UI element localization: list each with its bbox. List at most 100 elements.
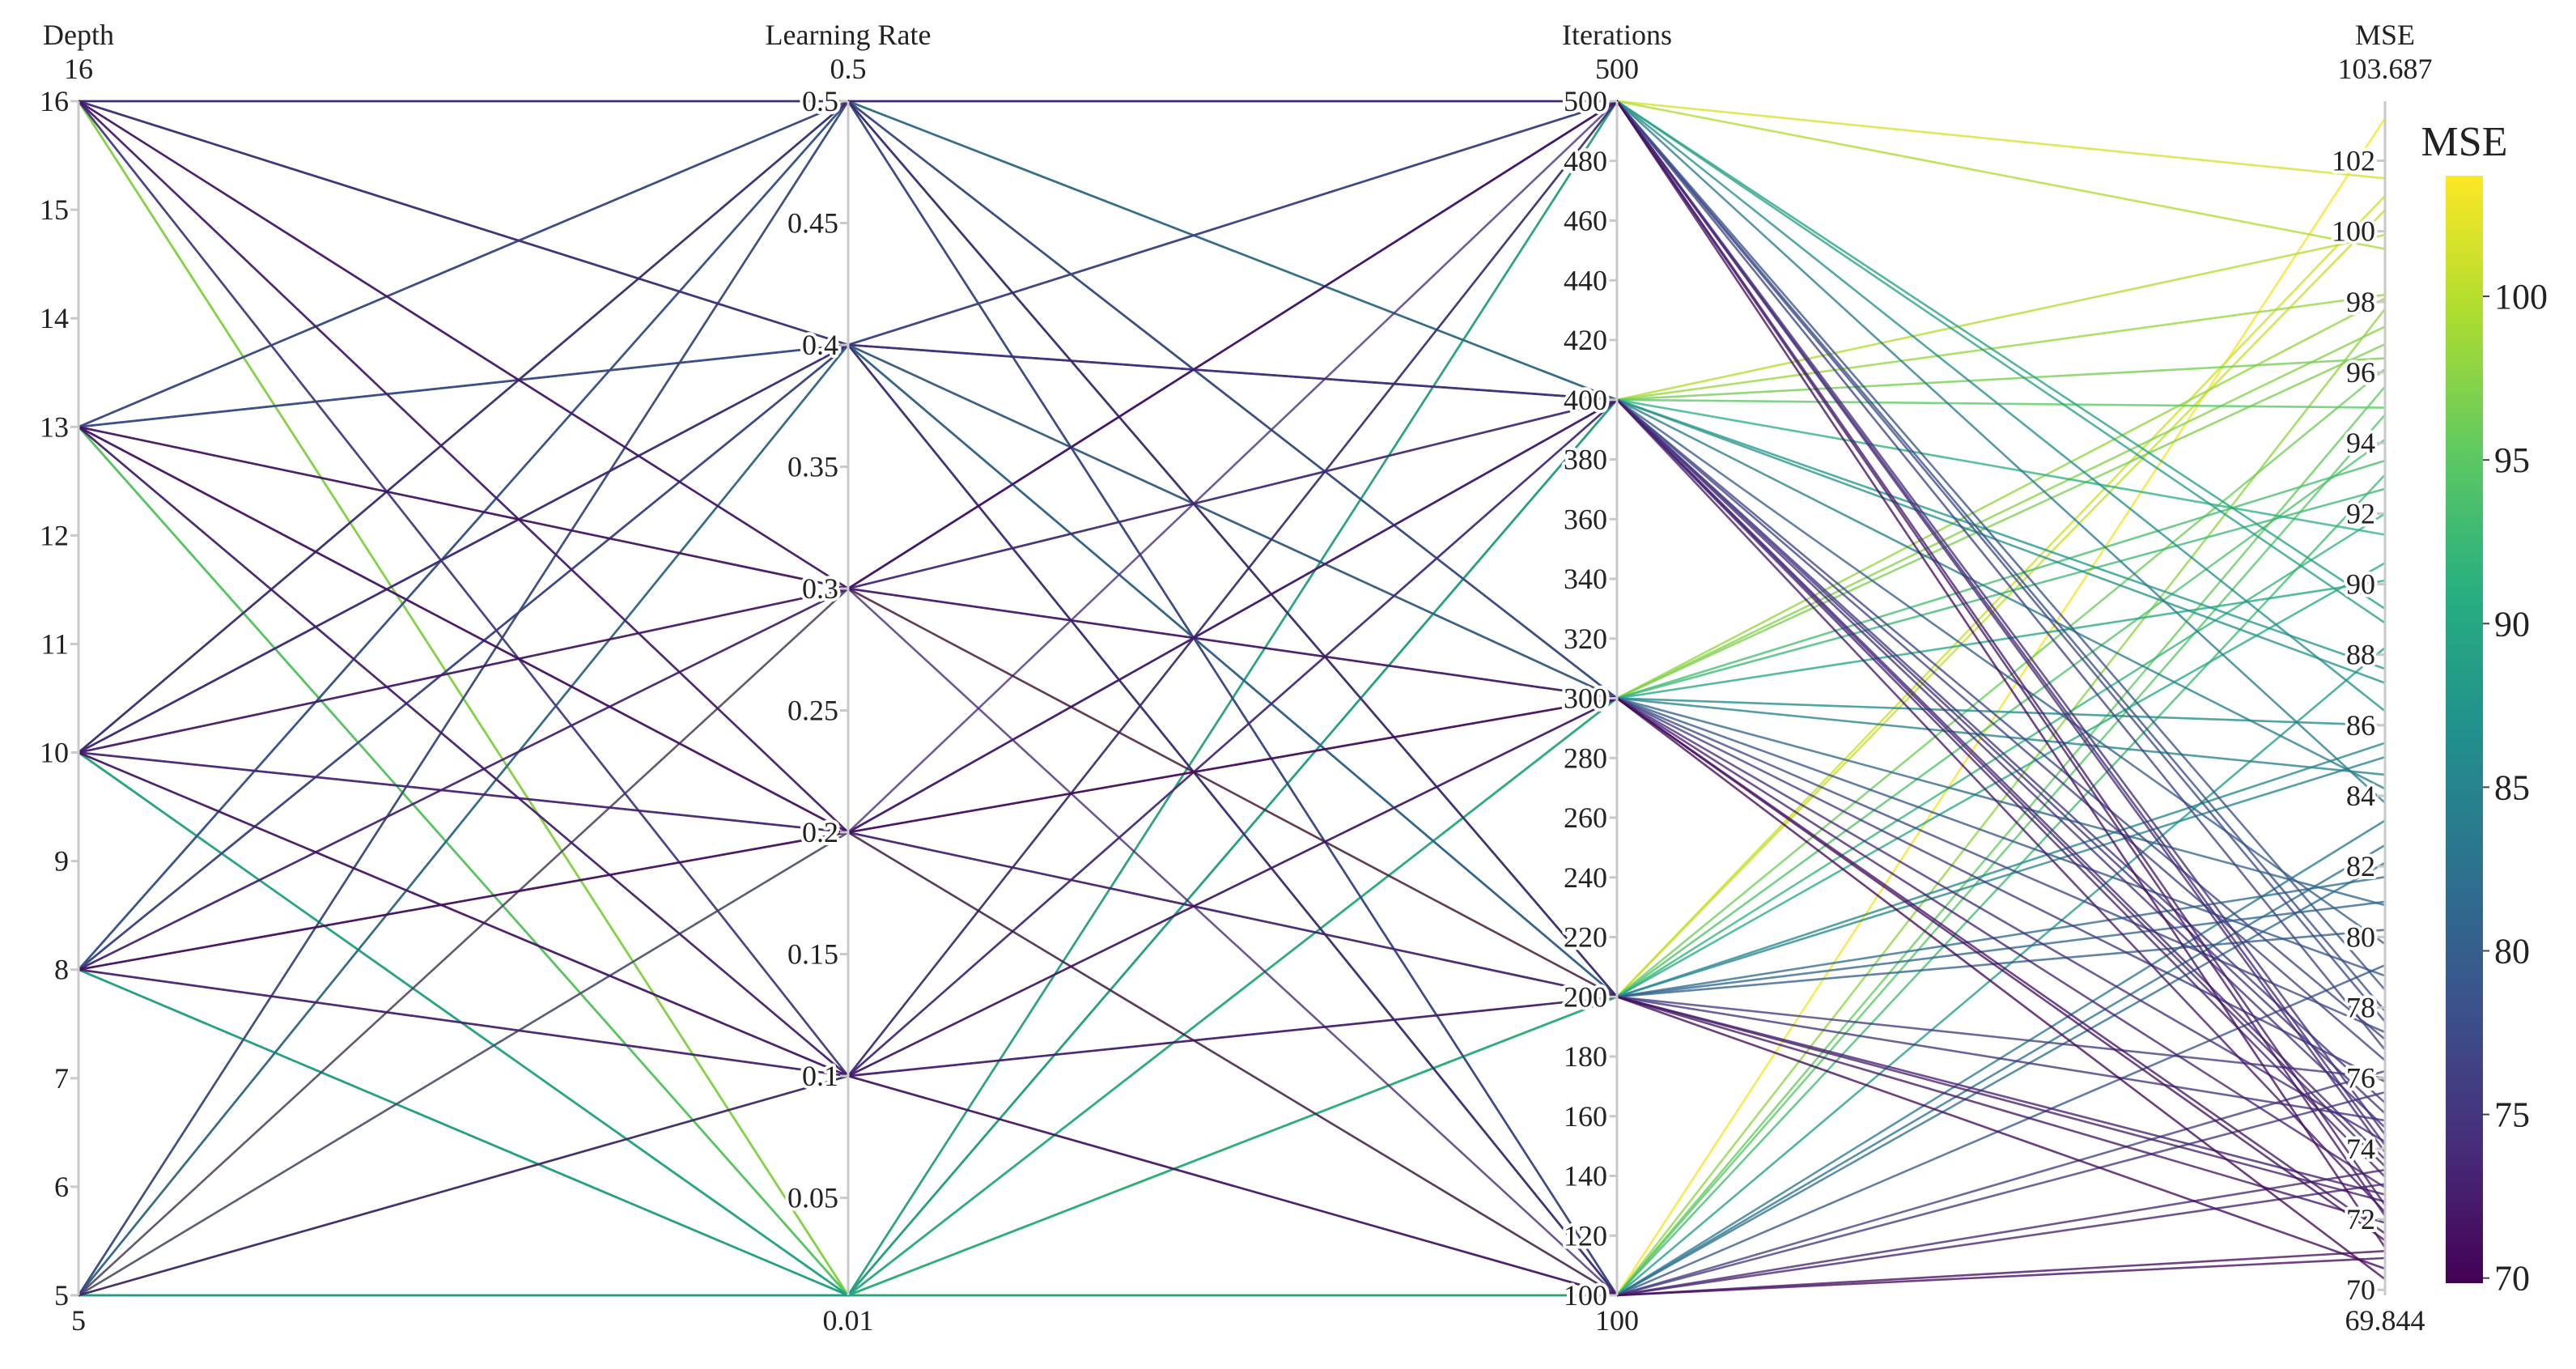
data-line xyxy=(78,100,2387,1248)
tick-label: 180 xyxy=(1564,1040,1607,1073)
tick-label: 0.35 xyxy=(787,451,838,483)
tick-label: 0.4 xyxy=(802,329,838,361)
tick-label: 0.5 xyxy=(802,85,838,117)
tick-label: 82 xyxy=(2346,850,2375,882)
colorbar-gradient xyxy=(2446,176,2483,1283)
tick-label: 94 xyxy=(2346,427,2375,459)
colorbar-tick-label: 80 xyxy=(2494,931,2530,971)
tick-label: 15 xyxy=(40,193,69,226)
data-line xyxy=(78,100,2386,1022)
data-line xyxy=(78,99,2387,1206)
tick-label: 0.45 xyxy=(787,207,838,240)
colorbar-title: MSE xyxy=(2421,119,2508,165)
range-max-mse: 103.687 xyxy=(2338,53,2433,85)
tick-label: 300 xyxy=(1564,682,1607,715)
tick-label: 340 xyxy=(1564,563,1607,595)
tick-label: 380 xyxy=(1564,444,1607,476)
data-line xyxy=(78,398,2386,1178)
tick-label: 98 xyxy=(2346,286,2375,318)
tick-label: 78 xyxy=(2346,992,2375,1024)
colorbar-tick-label: 95 xyxy=(2494,440,2530,480)
data-line xyxy=(78,385,2386,1297)
colorbar-tick-label: 100 xyxy=(2494,277,2548,317)
tick-label: 13 xyxy=(40,410,69,443)
tick-label: 84 xyxy=(2346,780,2375,812)
range-min-mse: 69.844 xyxy=(2345,1304,2425,1337)
data-line xyxy=(78,100,2386,727)
data-line xyxy=(78,1074,2386,1297)
tick-label: 9 xyxy=(54,845,69,878)
colorbar-tick-label: 90 xyxy=(2494,604,2530,644)
tick-label: 260 xyxy=(1564,801,1607,834)
tick-label: 480 xyxy=(1564,145,1607,177)
data-line xyxy=(79,398,2386,1297)
colorbar-tick-label: 70 xyxy=(2494,1259,2530,1299)
tick-label: 0.3 xyxy=(802,572,838,605)
data-line xyxy=(78,368,2386,1297)
tick-label: 70 xyxy=(2346,1273,2375,1306)
tick-label: 12 xyxy=(40,519,69,551)
data-line xyxy=(78,100,2386,1297)
axis-title-mse: MSE xyxy=(2355,19,2415,51)
tick-label: 86 xyxy=(2346,709,2375,742)
tick-label: 320 xyxy=(1564,623,1607,655)
data-line xyxy=(78,647,2386,1297)
tick-label: 96 xyxy=(2346,356,2375,389)
tick-label: 0.1 xyxy=(802,1060,838,1092)
range-min-depth: 5 xyxy=(71,1304,86,1337)
data-line xyxy=(79,100,2387,1217)
tick-label: 240 xyxy=(1564,861,1607,894)
tick-label: 360 xyxy=(1564,503,1607,535)
tick-label: 420 xyxy=(1564,324,1607,356)
tick-label: 120 xyxy=(1564,1219,1607,1252)
tick-label: 8 xyxy=(54,954,69,986)
tick-label: 160 xyxy=(1564,1100,1607,1133)
range-max-learning-rate: 0.5 xyxy=(830,53,867,85)
tick-label: 6 xyxy=(54,1171,69,1203)
tick-label: 0.15 xyxy=(787,938,838,971)
axis-title-depth: Depth xyxy=(43,19,114,51)
data-line xyxy=(78,696,2386,1242)
data-line xyxy=(78,426,2386,1224)
tick-label: 10 xyxy=(40,737,69,769)
data-line xyxy=(78,100,2386,971)
tick-label: 92 xyxy=(2346,497,2375,529)
data-line xyxy=(78,100,2386,754)
data-line xyxy=(78,100,2386,1214)
tick-label: 0.05 xyxy=(787,1182,838,1214)
tick-label: 72 xyxy=(2346,1203,2375,1235)
tick-label: 102 xyxy=(2332,145,2375,177)
data-line xyxy=(78,100,2386,1167)
tick-label: 100 xyxy=(1564,1279,1607,1312)
tick-label: 500 xyxy=(1564,85,1607,117)
tick-label: 11 xyxy=(40,627,69,660)
data-line xyxy=(78,100,2387,1153)
range-max-depth: 16 xyxy=(64,53,93,85)
data-line xyxy=(77,100,2386,1296)
colorbar-tick-label: 75 xyxy=(2494,1095,2530,1135)
data-lines xyxy=(77,99,2387,1298)
tick-label: 0.2 xyxy=(802,816,838,848)
data-line xyxy=(78,697,2386,1281)
data-line xyxy=(78,426,2386,1297)
data-line xyxy=(78,751,2386,1196)
tick-label: 280 xyxy=(1564,742,1607,774)
tick-label: 140 xyxy=(1564,1160,1607,1193)
data-line xyxy=(78,100,2386,1203)
tick-label: 220 xyxy=(1564,921,1607,954)
tick-label: 74 xyxy=(2346,1133,2375,1165)
tick-label: 5 xyxy=(54,1279,69,1312)
tick-label: 100 xyxy=(2332,215,2375,248)
data-line xyxy=(78,587,2386,1235)
data-line xyxy=(79,512,2386,1297)
axis-title-learning-rate: Learning Rate xyxy=(766,19,932,51)
tick-label: 80 xyxy=(2346,920,2375,953)
tick-label: 16 xyxy=(40,85,69,117)
data-line xyxy=(78,398,2386,1160)
tick-label: 400 xyxy=(1564,384,1607,416)
tick-label: 440 xyxy=(1564,264,1607,296)
tick-label: 0.25 xyxy=(787,695,838,727)
range-max-iterations: 500 xyxy=(1595,53,1639,85)
